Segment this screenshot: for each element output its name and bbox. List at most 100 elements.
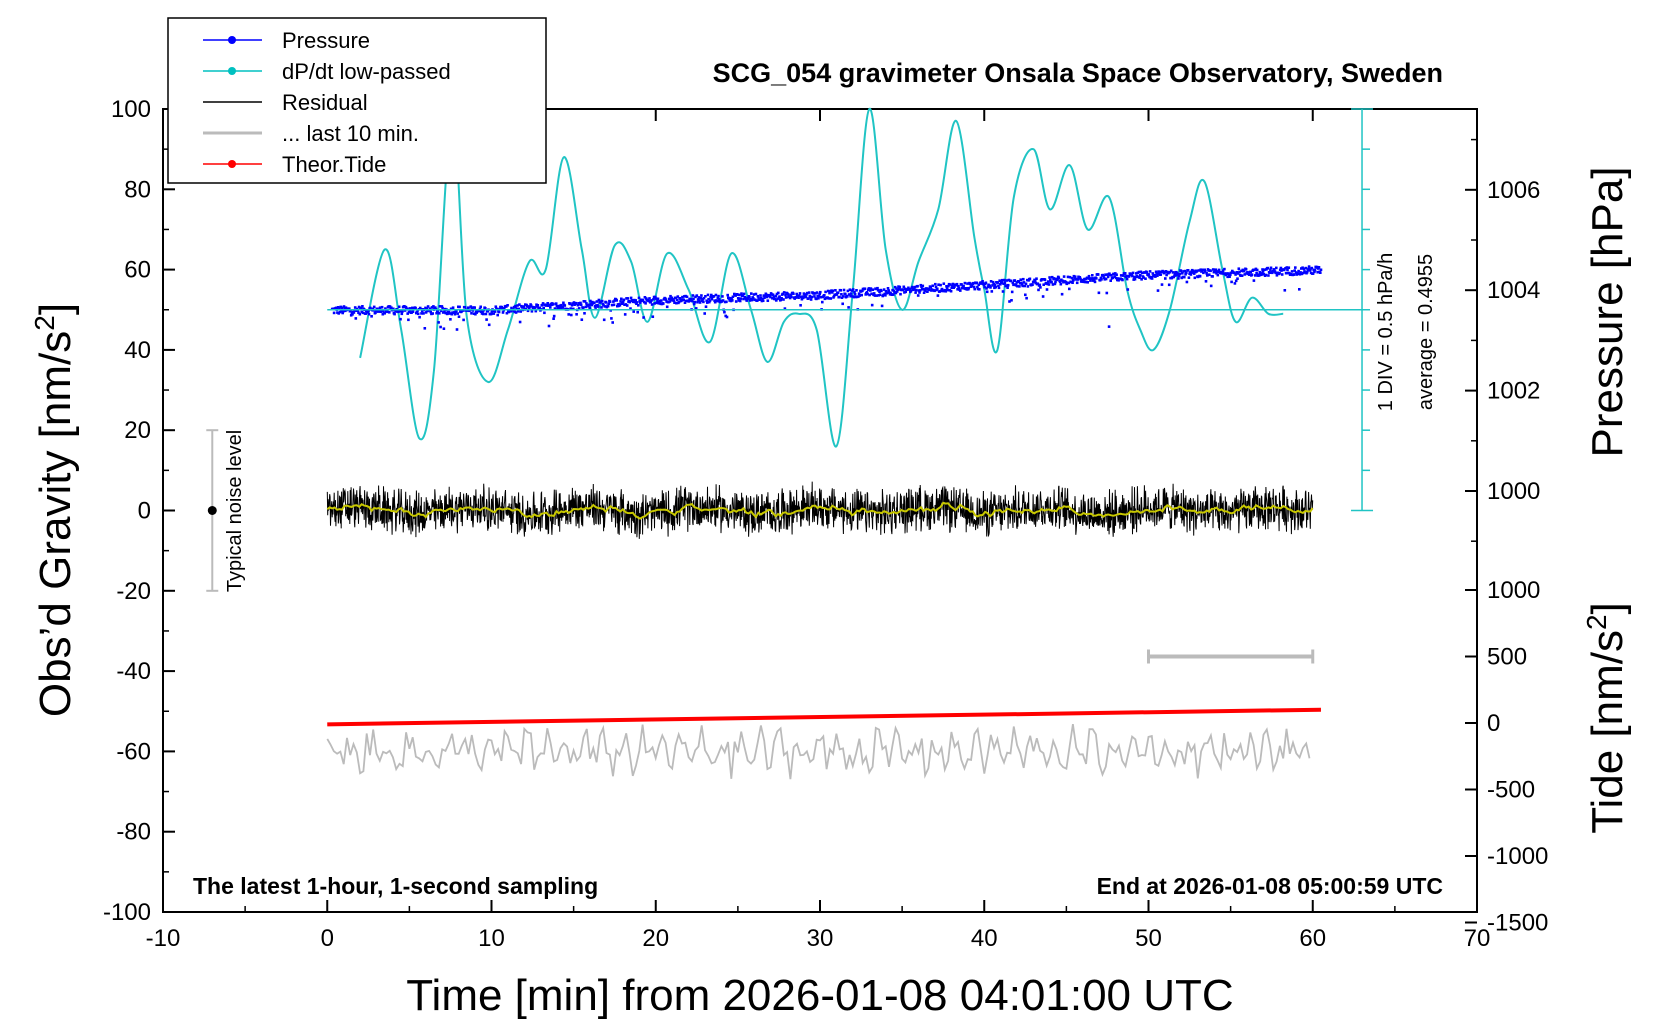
pressure-point: [933, 289, 936, 293]
pressure-point: [584, 305, 588, 309]
pressure-point: [1148, 270, 1152, 273]
pressure-point: [1264, 273, 1268, 277]
pressure-point: [972, 285, 976, 289]
pressure-point: [634, 299, 637, 302]
pressure-point: [742, 297, 745, 301]
pressure-point: [1106, 273, 1109, 276]
pressure-point: [809, 298, 813, 301]
pressure-point: [949, 289, 953, 293]
pressure-point: [895, 287, 898, 290]
pressure-point: [1280, 273, 1284, 276]
pressure-point: [907, 286, 910, 290]
pressure-point: [863, 287, 867, 291]
pressure-point: [1307, 265, 1311, 268]
pressure-point: [1011, 281, 1015, 285]
pressure-point: [1164, 270, 1168, 273]
pressure-point: [1090, 277, 1093, 280]
pressure-point: [407, 310, 411, 314]
pressure-point: [1209, 284, 1213, 288]
pressure-point: [716, 296, 720, 300]
pressure-point: [1012, 283, 1015, 287]
pressure-point: [1045, 288, 1049, 291]
pressure-point: [1154, 270, 1158, 274]
pressure-point: [552, 314, 556, 318]
pressure-point: [618, 304, 622, 307]
pressure-point: [706, 293, 710, 297]
pressure-point: [1007, 278, 1011, 282]
pressure-point: [911, 285, 914, 289]
pressure-point: [966, 282, 969, 285]
pressure-point: [1187, 276, 1191, 279]
pressure-point: [470, 312, 473, 315]
pressure-point: [893, 285, 897, 289]
pressure-point: [340, 309, 343, 313]
pressure-point: [953, 285, 956, 288]
pressure-point: [895, 290, 899, 293]
pressure-point: [1000, 281, 1003, 284]
pressure-point: [1173, 272, 1177, 275]
pressure-point: [922, 291, 926, 294]
pressure-point: [1214, 268, 1218, 271]
pressure-point: [1036, 282, 1040, 285]
pressure-point: [375, 307, 379, 311]
pressure-point: [1244, 268, 1248, 271]
pressure-point: [872, 293, 875, 297]
pressure-point: [830, 291, 834, 294]
pressure-point: [756, 299, 759, 302]
pressure-point: [741, 294, 745, 297]
pressure-point: [702, 300, 705, 304]
pressure-point: [1221, 271, 1224, 274]
pressure-point: [494, 305, 498, 308]
pressure-point: [1246, 271, 1249, 274]
pressure-point: [593, 301, 596, 304]
pressure-point: [1104, 277, 1108, 281]
pressure-point: [606, 304, 610, 308]
pressure-point: [610, 317, 613, 320]
pressure-point: [585, 302, 588, 305]
pressure-point: [590, 303, 593, 307]
pressure-point: [707, 297, 710, 301]
pressure-point: [1068, 275, 1072, 279]
pressure-point: [495, 307, 499, 311]
pressure-point: [374, 311, 377, 314]
pressure-point: [1252, 279, 1256, 282]
pressure-point: [1284, 271, 1288, 275]
pressure-point: [1003, 281, 1007, 285]
pressure-point: [578, 303, 582, 306]
pressure-point: [1121, 274, 1125, 277]
pressure-point: [338, 307, 341, 310]
pressure-point: [651, 315, 655, 318]
pressure-point: [1049, 278, 1052, 282]
pressure-point: [1238, 270, 1241, 274]
pressure-point: [1052, 277, 1056, 280]
pressure-point: [963, 281, 967, 285]
x-tick-label: 30: [807, 925, 834, 952]
pressure-point: [1105, 291, 1109, 295]
pressure-point: [369, 306, 372, 310]
pressure-point: [1041, 278, 1044, 281]
pressure-point: [819, 295, 823, 299]
pressure-point: [1093, 279, 1096, 282]
pressure-tick-label: 1000: [1487, 478, 1540, 505]
pressure-point: [478, 307, 482, 311]
pressure-point: [1268, 271, 1271, 274]
pressure-point: [423, 327, 427, 330]
pressure-point: [1024, 282, 1028, 286]
pressure-point: [620, 297, 623, 301]
pressure-point: [430, 306, 434, 309]
pressure-point: [581, 306, 585, 310]
pressure-point: [1151, 272, 1155, 275]
noise-errorbar-center: [207, 506, 217, 515]
pressure-point: [610, 303, 614, 307]
pressure-point: [827, 297, 831, 300]
pressure-point: [1267, 274, 1270, 277]
pressure-point: [721, 295, 724, 298]
pressure-point: [683, 301, 687, 304]
pressure-point: [884, 294, 887, 297]
pressure-point: [1133, 277, 1137, 281]
pressure-point: [456, 312, 459, 315]
pressure-point: [360, 310, 363, 314]
pressure-point: [740, 292, 743, 295]
pressure-point: [1085, 280, 1088, 284]
pressure-point: [1053, 282, 1057, 286]
